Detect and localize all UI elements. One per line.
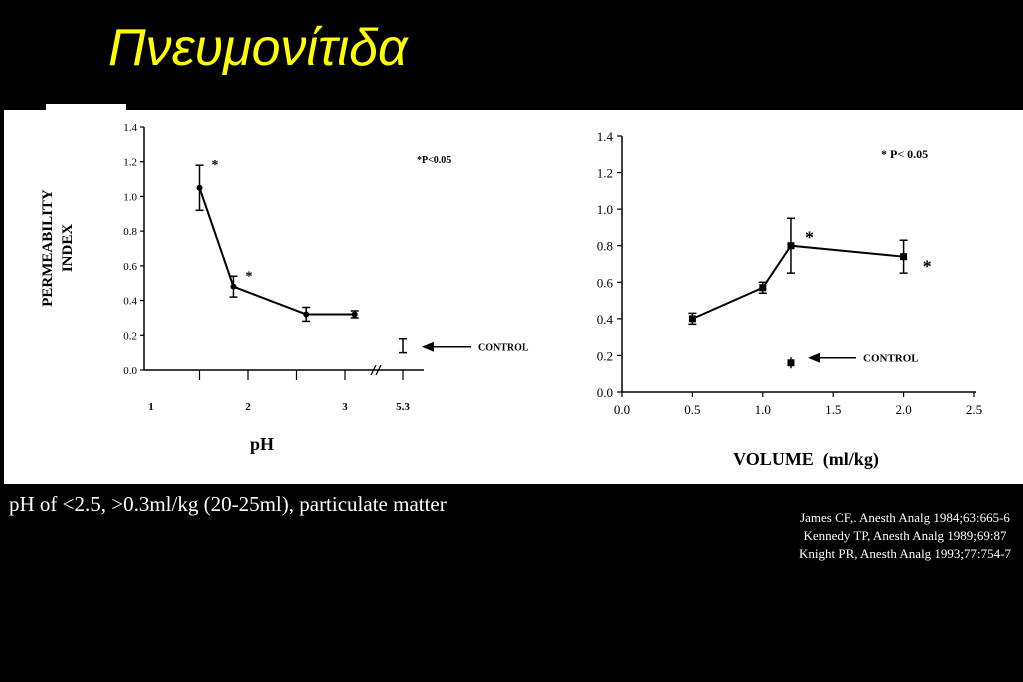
x-tick-label: 3 — [342, 401, 348, 413]
x-tick-label: 1 — [148, 401, 154, 413]
significance-note: * P< 0.05 — [881, 147, 928, 161]
x-axis-label: VOLUME (ml/kg) — [733, 449, 879, 470]
y-axis-label: PERMEABILITY — [40, 189, 56, 307]
x-tick-label: 0.0 — [614, 402, 630, 417]
data-point — [787, 242, 795, 250]
figure-panel: 0.0 0.2 0.4 0.6 0.8 1.0 1.2 1.4 1 2 3 5.3 pH PERMEABI… — [4, 110, 1023, 484]
y-axis-label: INDEX — [60, 224, 76, 273]
control-arrow-head — [808, 352, 820, 363]
x-tick-label: 1.0 — [755, 402, 771, 417]
x-axis-label: pH — [250, 434, 274, 454]
data-point — [230, 283, 237, 290]
data-point — [351, 311, 358, 318]
significance-star: * — [923, 257, 932, 277]
references: James CF,. Anesth Analg 1984;63:665-6 Ke… — [760, 509, 1023, 563]
x-tick-label: 0.5 — [684, 402, 700, 417]
data-point — [688, 315, 696, 323]
axis-break-mark — [375, 364, 382, 376]
y-tick-label: 0.8 — [597, 239, 613, 254]
x-tick-label: 2.0 — [895, 402, 911, 417]
control-label: CONTROL — [478, 343, 529, 354]
reference-item: Kennedy TP, Anesth Analg 1989;69:87 — [803, 528, 1007, 543]
y-tick-label: 0.4 — [597, 312, 614, 327]
y-tick-label: 1.2 — [597, 166, 613, 181]
y-tick-label: 0.8 — [123, 226, 137, 238]
y-tick-label: 1.0 — [597, 202, 613, 217]
data-point — [303, 311, 310, 318]
significance-star: * — [245, 269, 252, 284]
y-tick-label: 1.2 — [123, 157, 137, 169]
data-point — [759, 284, 767, 292]
y-tick-label: 0.0 — [123, 365, 137, 377]
reference-item: Knight PR, Anesth Analg 1993;77:754-7 — [799, 546, 1011, 561]
control-label: CONTROL — [863, 353, 919, 365]
reference-item: James CF,. Anesth Analg 1984;63:665-6 — [800, 510, 1010, 525]
control-arrow-head — [422, 341, 434, 352]
charts-figure: 0.0 0.2 0.4 0.6 0.8 1.0 1.2 1.4 1 2 3 5.3 pH PERMEABI… — [40, 122, 982, 470]
series-line — [691, 244, 904, 320]
y-tick-label: 1.0 — [123, 191, 137, 203]
x-tick-label: 1.5 — [825, 402, 841, 417]
y-tick-label: 0.6 — [123, 261, 137, 273]
data-point — [196, 184, 203, 191]
y-tick-label: 0.4 — [123, 296, 137, 308]
y-tick-label: 0.2 — [123, 330, 137, 342]
data-point — [900, 253, 908, 261]
significance-note: *P<0.05 — [417, 155, 451, 166]
slide-title: Πνευμονίτιδα — [108, 19, 408, 77]
y-tick-label: 1.4 — [597, 129, 614, 144]
y-tick-label: 0.6 — [597, 275, 614, 290]
y-tick-label: 0.0 — [597, 385, 613, 400]
control-point — [787, 359, 795, 367]
axis-break-mark — [370, 364, 377, 376]
y-tick-label: 1.4 — [123, 122, 137, 134]
figure-tab — [46, 104, 126, 112]
slide-caption: pH of <2.5, >0.3ml/kg (20-25ml), particu… — [9, 492, 447, 516]
y-tick-label: 0.2 — [597, 348, 613, 363]
x-tick-label: 2.5 — [966, 402, 982, 417]
significance-star: * — [805, 228, 814, 248]
series-line — [198, 187, 355, 316]
x-tick-label: 5.3 — [396, 401, 410, 413]
significance-star: * — [212, 158, 219, 173]
x-tick-label: 2 — [245, 401, 251, 413]
